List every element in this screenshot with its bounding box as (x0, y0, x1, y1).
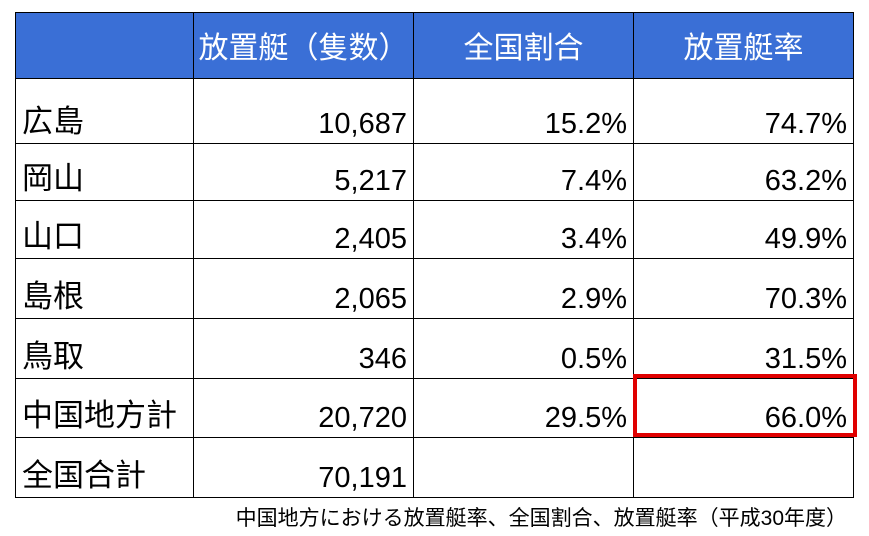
table-cell: 63.2% (633, 143, 854, 201)
table-cell: 7.4% (413, 143, 634, 201)
table-cell: 70.3% (633, 258, 854, 319)
table-cell: 全国合計 (15, 437, 194, 498)
table-cell: 31.5% (633, 318, 854, 379)
table-cell: 広島 (15, 78, 194, 144)
table-cell: 5,217 (193, 143, 414, 201)
highlight-box (633, 374, 857, 437)
empty-cell (633, 437, 854, 498)
table-cell: 2.9% (413, 258, 634, 319)
caption: 中国地方における放置艇率、全国割合、放置艇率（平成30年度） (235, 507, 847, 530)
table-cell: 49.9% (633, 200, 854, 259)
table-cell: 放置艇（隻数） (193, 12, 414, 79)
table-cell: 鳥取 (15, 318, 194, 379)
table-cell: 20,720 (193, 378, 414, 438)
empty-cell (15, 12, 194, 79)
table-cell: 70,191 (193, 437, 414, 498)
table-cell: 岡山 (15, 143, 194, 201)
table-cell: 2,065 (193, 258, 414, 319)
table-cell: 島根 (15, 258, 194, 319)
table-cell: 0.5% (413, 318, 634, 379)
table-cell: 74.7% (633, 78, 854, 144)
table-cell: 放置艇率 (633, 12, 854, 79)
table-cell: 10,687 (193, 78, 414, 144)
table-cell: 2,405 (193, 200, 414, 259)
empty-cell (413, 437, 634, 498)
table-cell: 3.4% (413, 200, 634, 259)
table-cell: 山口 (15, 200, 194, 259)
table-cell: 中国地方計 (15, 378, 194, 438)
table-cell: 346 (193, 318, 414, 379)
table-cell: 全国割合 (413, 12, 634, 79)
table-cell: 15.2% (413, 78, 634, 144)
table-cell: 29.5% (413, 378, 634, 438)
